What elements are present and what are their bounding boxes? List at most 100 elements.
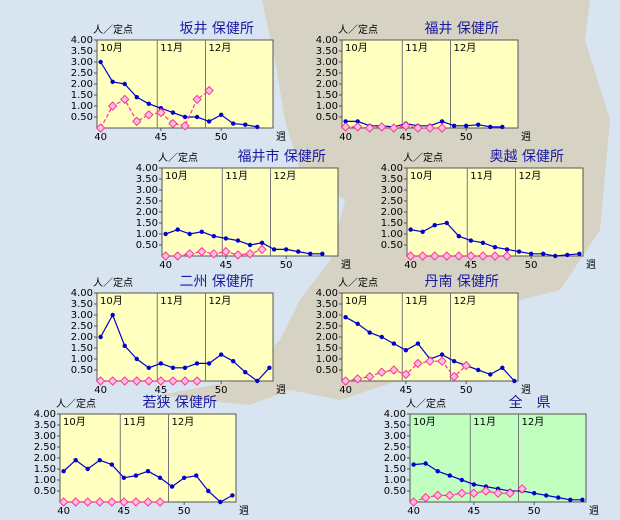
- point: [204, 85, 214, 96]
- point: [420, 492, 431, 503]
- month-label: 11月: [470, 170, 493, 182]
- x-tick-label: 50: [215, 385, 228, 396]
- plot-area: [341, 39, 519, 129]
- point: [461, 360, 471, 371]
- point: [565, 252, 570, 258]
- y-tick-label: 3.50: [34, 420, 56, 431]
- y-tick-label: 1.00: [316, 101, 338, 112]
- month-label: 11月: [160, 42, 183, 54]
- point: [134, 356, 139, 362]
- y-tick-label: 1.00: [381, 229, 403, 240]
- x-axis-label: 週: [239, 505, 249, 517]
- x-tick-label: 40: [407, 506, 420, 517]
- point: [544, 493, 549, 498]
- series-line: [100, 90, 210, 129]
- point: [516, 249, 522, 254]
- point: [255, 378, 260, 384]
- point: [437, 356, 447, 366]
- x-tick-label: 50: [178, 506, 191, 517]
- y-tick-label: 3.50: [316, 46, 338, 57]
- point: [146, 101, 152, 107]
- point: [218, 112, 224, 118]
- point: [488, 372, 493, 377]
- point: [122, 343, 127, 348]
- point: [439, 119, 445, 124]
- point: [500, 365, 505, 370]
- y-tick-label: 1.00: [71, 101, 93, 112]
- month-label: 12月: [273, 170, 296, 182]
- point: [230, 493, 235, 498]
- x-tick-label: 40: [404, 260, 417, 271]
- y-tick-label: 3.00: [384, 431, 406, 442]
- point: [432, 223, 437, 228]
- point: [192, 94, 202, 105]
- point: [107, 101, 118, 111]
- y-tick-label: 0.50: [71, 365, 93, 376]
- point: [528, 251, 534, 256]
- month-label: 12月: [208, 42, 231, 54]
- point: [505, 488, 515, 498]
- x-tick-label: 45: [155, 385, 168, 396]
- x-tick-label: 50: [525, 260, 538, 271]
- point: [413, 358, 423, 369]
- point: [172, 251, 183, 261]
- point: [259, 240, 265, 245]
- point: [119, 497, 129, 507]
- point: [568, 497, 573, 502]
- y-tick-label: 2.00: [136, 207, 158, 218]
- point: [355, 321, 360, 326]
- y-tick-label: 0.50: [34, 486, 56, 497]
- y-tick-label: 2.00: [316, 79, 338, 90]
- point: [120, 376, 130, 386]
- y-tick-label: 1.00: [136, 229, 158, 240]
- month-label: 11月: [473, 416, 496, 428]
- y-tick-label: 2.50: [316, 321, 338, 332]
- y-tick-label: 0.50: [381, 240, 403, 251]
- point: [170, 365, 176, 370]
- x-axis-label: 週: [521, 131, 531, 143]
- x-axis-label: 週: [276, 131, 286, 143]
- month-label: 10月: [345, 295, 368, 307]
- point: [577, 251, 582, 256]
- point: [437, 123, 447, 133]
- chart: 全 県 人／定点週 0.501.001.502.002.503.003.504.00…: [384, 394, 599, 517]
- point: [158, 361, 164, 366]
- point: [435, 469, 440, 474]
- point: [156, 376, 166, 386]
- point: [408, 227, 413, 232]
- point: [180, 121, 190, 131]
- point: [157, 475, 163, 480]
- y-tick-label: 3.50: [71, 46, 93, 57]
- y-tick-label: 4.00: [381, 163, 403, 174]
- y-axis-label: 人／定点: [338, 276, 378, 289]
- y-tick-label: 3.50: [71, 299, 93, 310]
- point: [170, 110, 176, 115]
- point: [257, 244, 267, 255]
- chart: 坂井 保健所人／定点週0.501.001.502.002.503.003.504…: [71, 21, 286, 143]
- point: [95, 497, 105, 507]
- point: [352, 122, 363, 132]
- point: [58, 497, 69, 507]
- month-label: 12月: [208, 295, 231, 307]
- y-tick-label: 1.00: [384, 475, 406, 486]
- y-tick-label: 2.00: [71, 79, 93, 90]
- month-label: 10月: [345, 42, 368, 54]
- month-label: 10月: [100, 42, 123, 54]
- point: [283, 247, 289, 252]
- plot-area: [59, 413, 237, 503]
- point: [512, 378, 517, 384]
- point: [417, 251, 428, 261]
- point: [185, 249, 195, 259]
- chart-title: 福井 保健所: [424, 21, 498, 37]
- point: [500, 124, 505, 130]
- month-label: 12月: [453, 42, 476, 54]
- y-tick-label: 2.00: [384, 453, 406, 464]
- chart-title: 二州 保健所: [179, 274, 253, 290]
- point: [504, 247, 510, 252]
- y-tick-label: 3.50: [316, 299, 338, 310]
- point: [155, 497, 165, 507]
- month-label: 12月: [171, 416, 194, 428]
- y-tick-label: 1.50: [381, 218, 403, 229]
- y-tick-label: 0.50: [384, 486, 406, 497]
